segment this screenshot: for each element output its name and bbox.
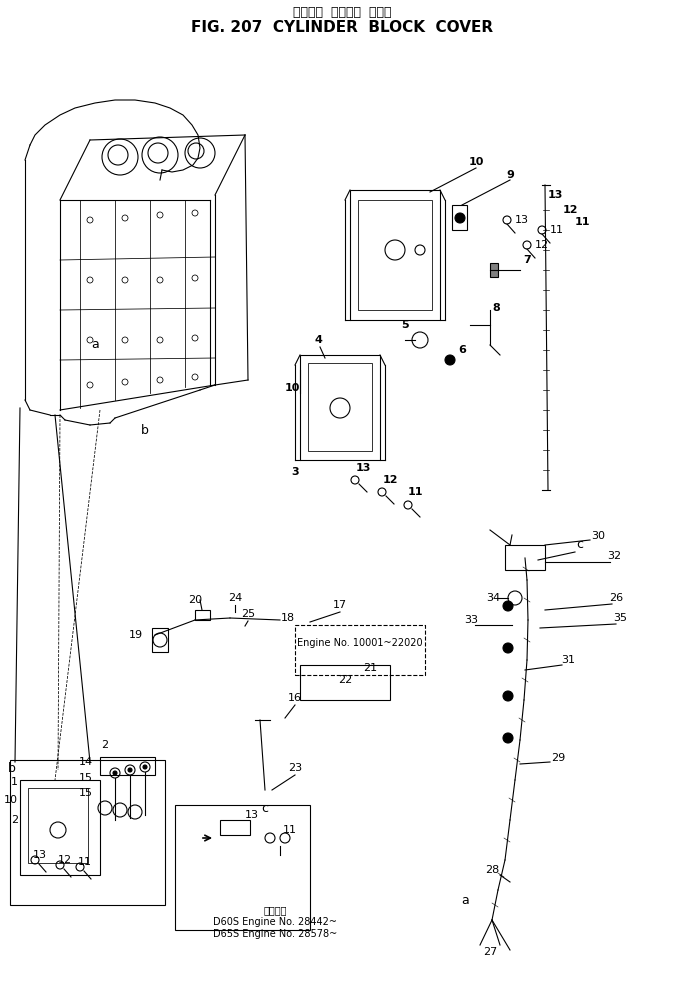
Text: 10: 10 xyxy=(469,157,484,167)
Text: 13: 13 xyxy=(245,810,259,820)
Bar xyxy=(28,788,88,863)
Bar xyxy=(300,665,390,700)
Circle shape xyxy=(128,768,132,772)
Text: 8: 8 xyxy=(492,303,500,313)
Bar xyxy=(175,805,310,930)
Text: シリンダ  ブロック  カバー: シリンダ ブロック カバー xyxy=(292,7,391,20)
Text: 12: 12 xyxy=(58,855,72,865)
Bar xyxy=(100,757,155,775)
Text: b: b xyxy=(141,424,149,437)
Circle shape xyxy=(503,601,513,611)
Text: 5: 5 xyxy=(401,320,409,330)
Text: 33: 33 xyxy=(464,615,478,625)
Text: 13: 13 xyxy=(356,463,371,473)
Text: 13: 13 xyxy=(547,190,562,200)
Text: 2: 2 xyxy=(11,815,18,825)
Text: 7: 7 xyxy=(523,255,531,265)
Circle shape xyxy=(503,643,513,653)
Text: c: c xyxy=(577,538,584,551)
Text: 2: 2 xyxy=(101,740,108,750)
Circle shape xyxy=(143,765,147,769)
Circle shape xyxy=(455,213,465,223)
Bar xyxy=(152,628,168,652)
Circle shape xyxy=(503,733,513,743)
Text: 21: 21 xyxy=(363,663,377,673)
Text: 29: 29 xyxy=(551,753,565,763)
Text: 12: 12 xyxy=(535,240,549,250)
Text: a: a xyxy=(461,893,469,907)
Text: 15: 15 xyxy=(79,773,93,783)
Bar xyxy=(505,545,545,570)
Circle shape xyxy=(445,355,455,365)
Bar xyxy=(10,760,165,905)
Text: 19: 19 xyxy=(129,630,143,640)
Text: 30: 30 xyxy=(591,531,605,541)
Bar xyxy=(220,820,250,835)
Text: 13: 13 xyxy=(515,215,529,225)
Text: 20: 20 xyxy=(188,595,202,605)
Text: 31: 31 xyxy=(561,655,575,665)
Bar xyxy=(300,355,380,460)
Text: 34: 34 xyxy=(486,593,500,603)
Bar xyxy=(195,610,210,620)
Text: 35: 35 xyxy=(613,613,627,623)
Text: b: b xyxy=(8,762,16,775)
Text: 11: 11 xyxy=(550,225,564,235)
Text: 24: 24 xyxy=(228,593,242,603)
Text: 1: 1 xyxy=(11,777,18,787)
Text: 9: 9 xyxy=(506,170,514,180)
Text: 11: 11 xyxy=(283,825,297,835)
Text: a: a xyxy=(91,339,99,352)
Text: FIG. 207  CYLINDER  BLOCK  COVER: FIG. 207 CYLINDER BLOCK COVER xyxy=(191,21,493,36)
Text: 4: 4 xyxy=(314,335,322,345)
Text: 11: 11 xyxy=(78,857,92,867)
Text: 17: 17 xyxy=(333,600,347,610)
Text: 15: 15 xyxy=(79,788,93,798)
Text: 26: 26 xyxy=(609,593,623,603)
Bar xyxy=(295,625,425,675)
Bar xyxy=(452,205,467,230)
Text: 6: 6 xyxy=(458,345,466,355)
Bar xyxy=(358,200,432,310)
Text: 13: 13 xyxy=(33,850,47,860)
Text: 10: 10 xyxy=(284,383,299,393)
Text: 3: 3 xyxy=(291,467,299,477)
Text: 12: 12 xyxy=(382,475,398,485)
Circle shape xyxy=(503,691,513,701)
Text: D65S Engine No. 28578~: D65S Engine No. 28578~ xyxy=(213,929,337,939)
Text: 23: 23 xyxy=(288,763,302,773)
Text: 25: 25 xyxy=(241,609,255,619)
Text: Engine No. 10001~22020: Engine No. 10001~22020 xyxy=(297,638,423,648)
Text: 10: 10 xyxy=(4,795,18,805)
Text: 14: 14 xyxy=(79,757,93,767)
Text: 32: 32 xyxy=(607,551,621,561)
Text: 18: 18 xyxy=(281,613,295,623)
Bar xyxy=(490,263,498,277)
Text: 適用番号: 適用番号 xyxy=(263,905,287,915)
Bar xyxy=(308,363,372,451)
Bar xyxy=(20,780,100,875)
Text: 12: 12 xyxy=(562,205,577,215)
Text: 11: 11 xyxy=(408,487,423,497)
Text: 11: 11 xyxy=(574,217,590,227)
Circle shape xyxy=(113,771,117,775)
Text: D60S Engine No. 28442~: D60S Engine No. 28442~ xyxy=(213,917,337,927)
Text: 28: 28 xyxy=(485,865,499,875)
Text: c: c xyxy=(262,801,269,814)
Text: 27: 27 xyxy=(483,947,497,957)
Text: 22: 22 xyxy=(338,675,352,685)
Bar xyxy=(350,190,440,320)
Text: 16: 16 xyxy=(288,693,302,703)
